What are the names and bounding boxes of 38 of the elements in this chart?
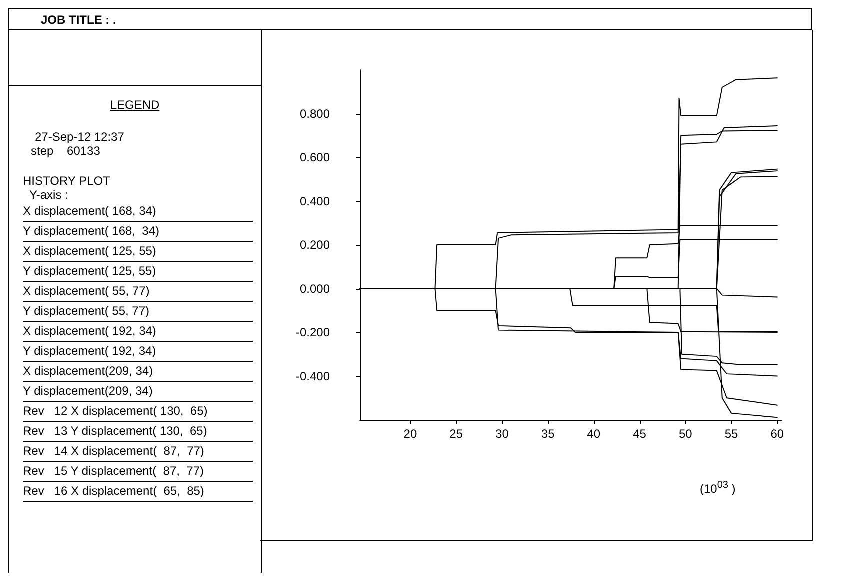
x-tick-label: 55 (724, 427, 739, 441)
text: X displacement( 55, 77) (23, 282, 253, 302)
x-tick-label: 30 (496, 427, 510, 441)
x-tick-label: 20 (404, 427, 418, 441)
text: X displacement( 168, 34) (23, 202, 253, 222)
text: Y displacement( 192, 34) (23, 342, 253, 362)
y-tick-label: 0.000 (300, 282, 330, 296)
x-tick-label: 50 (678, 427, 693, 441)
text: LEGEND (109, 98, 161, 112)
x-tick-label: 60 (770, 427, 784, 441)
y-tick-label: 0.400 (300, 194, 330, 208)
text: Rev 14 X displacement( 87, 77) (23, 442, 253, 462)
y-tick-label: 0.600 (300, 150, 330, 164)
y-tick-label: 0.200 (300, 238, 330, 252)
text: (10$^{03}$ ) (700, 480, 736, 496)
text: Rev 15 Y displacement( 87, 77) (23, 462, 253, 482)
text: JOB TITLE : . (8, 8, 812, 30)
text: Y displacement( 168, 34) (23, 222, 253, 242)
x-tick-label: 25 (450, 427, 464, 441)
y-tick-label: -0.200 (296, 326, 330, 340)
text: X displacement( 125, 55) (23, 242, 253, 262)
text: 27-Sep-12 12:37 (34, 130, 126, 144)
text: step 60133 (30, 144, 102, 158)
x-tick-label: 45 (633, 427, 647, 441)
text: Y displacement( 55, 77) (23, 302, 253, 322)
text: X displacement(209, 34) (23, 362, 253, 382)
x-tick-label: 40 (587, 427, 601, 441)
y-tick-label: 0.800 (300, 106, 330, 121)
text: HISTORY PLOT (22, 174, 112, 188)
text: Y-axis : (28, 188, 70, 202)
text: Y displacement( 125, 55) (23, 262, 253, 282)
text: Rev 13 Y displacement( 130, 65) (23, 422, 253, 442)
y-tick-label: -0.400 (296, 369, 330, 384)
text: Rev 12 X displacement( 130, 65) (23, 402, 253, 422)
text: X displacement( 192, 34) (23, 322, 253, 342)
text: Rev 16 X displacement( 65, 85) (23, 482, 253, 502)
x-tick-label: 35 (541, 427, 556, 441)
text: Y displacement(209, 34) (23, 382, 253, 402)
